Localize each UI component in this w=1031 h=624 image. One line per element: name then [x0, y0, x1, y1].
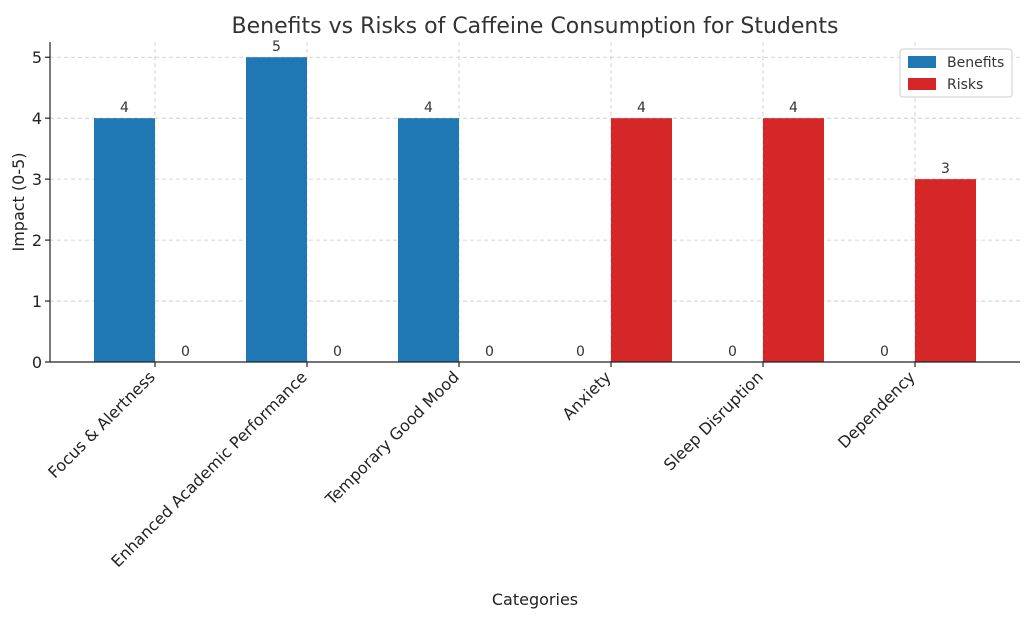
bar-risks: [763, 118, 824, 362]
data-label: 0: [728, 344, 737, 360]
y-tick-label: 3: [32, 170, 42, 189]
bar-risks: [915, 179, 976, 362]
x-tick-label: Anxiety: [559, 367, 615, 423]
chart-title: Benefits vs Risks of Caffeine Consumptio…: [232, 14, 839, 39]
y-tick-label: 0: [32, 353, 42, 372]
data-labels: 4 0 5 0 4 0 0 4 0 4 0 3: [120, 39, 950, 360]
y-tick-labels: 0 1 2 3 4 5: [32, 48, 42, 372]
data-label: 4: [789, 100, 798, 116]
y-tick-label: 1: [32, 292, 42, 311]
x-tick-label: Temporary Good Mood: [321, 367, 463, 509]
bar-benefits: [398, 118, 459, 362]
x-tick-label: Focus & Alertness: [44, 367, 159, 482]
y-tick-label: 5: [32, 48, 42, 67]
legend-swatch-risks: [908, 78, 936, 90]
bars: [94, 57, 976, 362]
data-label: 0: [181, 344, 190, 360]
data-label: 3: [941, 161, 950, 177]
axes: [45, 42, 1020, 367]
data-label: 0: [485, 344, 494, 360]
x-axis-label: Categories: [492, 590, 578, 609]
grid-lines: [50, 42, 1020, 363]
data-label: 0: [880, 344, 889, 360]
legend-label-risks: Risks: [947, 77, 983, 93]
y-axis-label: Impact (0-5): [9, 152, 28, 251]
data-label: 4: [120, 100, 129, 116]
bar-benefits: [246, 57, 307, 362]
y-tick-label: 2: [32, 231, 42, 250]
x-tick-label: Dependency: [834, 367, 919, 452]
data-label: 0: [576, 344, 585, 360]
y-tick-label: 4: [32, 109, 42, 128]
data-label: 5: [272, 39, 281, 55]
data-label: 4: [637, 100, 646, 116]
data-label: 0: [333, 344, 342, 360]
legend: Benefits Risks: [899, 48, 1013, 98]
data-label: 4: [424, 100, 433, 116]
x-tick-label: Sleep Disruption: [660, 367, 767, 474]
legend-label-benefits: Benefits: [947, 55, 1004, 71]
legend-swatch-benefits: [908, 56, 936, 68]
bar-benefits: [94, 118, 155, 362]
bar-risks: [611, 118, 672, 362]
